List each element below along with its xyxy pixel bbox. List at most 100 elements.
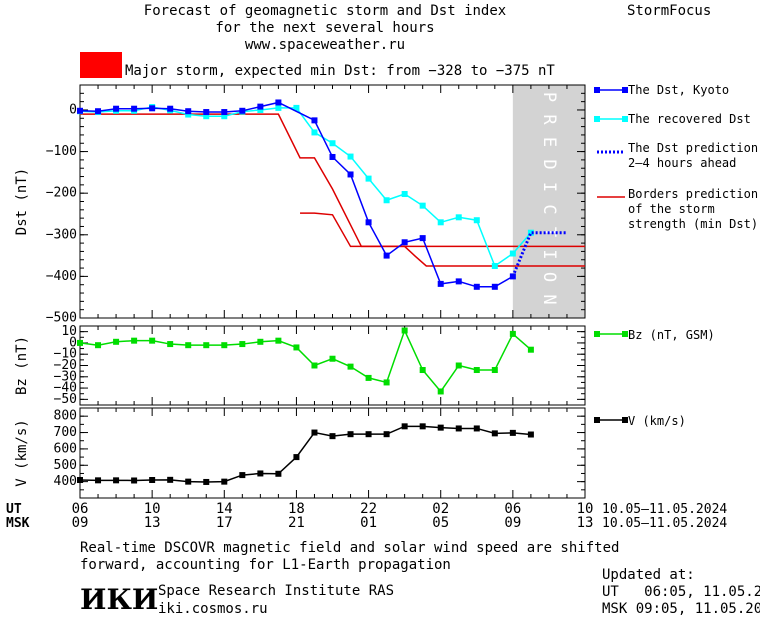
solar-wind-speed-point — [401, 423, 408, 430]
updated-msk: MSK 09:05, 11.05.2024 — [602, 601, 760, 617]
bz-y-tick-label: −50 — [54, 392, 77, 407]
dst-kyoto-line — [79, 101, 514, 288]
bz-point — [311, 362, 318, 369]
bz-line — [79, 328, 532, 393]
recovered-dst-point — [347, 153, 354, 160]
bz-point — [275, 337, 282, 344]
msk-tick-label: 09 — [504, 515, 521, 531]
recovered-legend-marker — [622, 116, 628, 122]
ut-tick-label: 18 — [288, 501, 305, 517]
institute-site[interactable]: iki.cosmos.ru — [158, 601, 268, 617]
bz-point — [527, 346, 534, 353]
v-legend-marker — [594, 417, 600, 423]
recovered-dst-point — [419, 202, 426, 209]
solar-wind-speed-point — [275, 470, 282, 477]
v-y-tick-label: 700 — [54, 425, 77, 440]
bz-y-tick-label: 10 — [61, 324, 77, 339]
dst-y-tick-label: −500 — [46, 311, 77, 326]
dst-kyoto-point — [419, 235, 426, 242]
prediction-label-letter: I — [539, 249, 559, 259]
bz-point — [491, 367, 498, 374]
prediction-label-letter: P — [539, 92, 559, 102]
solar-wind-speed-line — [79, 425, 531, 483]
bz-point — [131, 337, 138, 344]
prediction-label-letter: N — [539, 294, 559, 304]
dst-kyoto-legend-marker — [594, 87, 600, 93]
solar-wind-speed-point — [455, 425, 462, 432]
ut-tick-label: 06 — [504, 501, 521, 517]
msk-tick-label: 13 — [577, 515, 594, 531]
bz-point — [203, 342, 210, 349]
legend-prediction: The Dst prediction — [628, 141, 758, 155]
recovered-dst-point — [473, 217, 480, 224]
bz-y-tick-label: −20 — [54, 358, 77, 373]
prediction-label-letter: O — [539, 272, 559, 282]
dst-kyoto-point — [167, 105, 174, 112]
recovered-dst-point — [257, 106, 264, 113]
ut-tick-label: 06 — [72, 501, 89, 517]
msk-axis-label: MSK — [6, 516, 30, 531]
bz-point — [221, 342, 228, 349]
msk-tick-label: 21 — [288, 515, 305, 531]
bz-point — [473, 367, 480, 374]
recovered-dst-point — [437, 219, 444, 226]
solar-wind-speed-point — [311, 429, 318, 436]
bz-y-tick-label: −40 — [54, 381, 77, 396]
recovered-dst-point — [329, 140, 336, 147]
dst-kyoto-point — [95, 108, 102, 115]
dst-kyoto-point — [149, 105, 156, 112]
solar-wind-speed-point — [221, 478, 228, 485]
dst-y-tick-label: −100 — [46, 144, 77, 159]
prediction-label-letter: D — [539, 159, 559, 169]
chart-title-line-1: Forecast of geomagnetic storm and Dst in… — [143, 3, 507, 19]
recovered-dst-point — [401, 191, 408, 198]
footer-note-line-1: Real-time DSCOVR magnetic field and sola… — [80, 540, 620, 556]
chart-title-line-2: for the next several hours — [215, 20, 435, 36]
ut-tick-label: 10 — [577, 501, 594, 517]
dst-kyoto-point — [185, 108, 192, 115]
recovered-dst-point — [365, 175, 372, 182]
bz-point — [149, 337, 156, 344]
legend-borders: of the storm — [628, 202, 715, 216]
recovered-dst-point — [455, 214, 462, 221]
recovered-dst-line — [79, 106, 532, 268]
legend-borders: strength (min Dst) — [628, 217, 758, 231]
prediction-label-letter: I — [539, 182, 559, 192]
bz-point — [113, 338, 120, 345]
legend-dst-kyoto: The Dst, Kyoto — [628, 83, 729, 97]
solar-wind-speed-point — [491, 430, 498, 437]
legend-prediction: 2–4 hours ahead — [628, 156, 736, 170]
dst-kyoto-point — [131, 105, 138, 112]
dst-y-tick-label: −300 — [46, 227, 77, 242]
iki-logo: ИКИ — [80, 583, 159, 616]
ut-tick-label: 10 — [144, 501, 161, 517]
dst-kyoto-point — [203, 109, 210, 116]
institute-name: Space Research Institute RAS — [158, 583, 395, 599]
bz-point — [455, 362, 462, 369]
solar-wind-speed-point — [95, 477, 102, 484]
solar-wind-speed-point — [149, 477, 156, 483]
dst-kyoto-point — [77, 107, 83, 114]
updated-label: Updated at: — [602, 567, 695, 583]
solar-wind-speed-point — [329, 433, 336, 440]
bz-point — [401, 327, 408, 334]
solar-wind-speed-point — [239, 472, 246, 479]
bz-point — [77, 339, 83, 346]
recovered-dst-point — [491, 262, 498, 269]
solar-wind-speed-point — [347, 431, 354, 438]
prediction-label-letter: E — [539, 137, 559, 147]
bz-point — [365, 374, 372, 381]
dst-kyoto-point — [473, 283, 480, 290]
dst-kyoto-point — [311, 117, 318, 124]
ut-tick-label: 14 — [216, 501, 233, 517]
dst-kyoto-point — [491, 283, 498, 290]
recovered-dst-point — [527, 229, 534, 236]
solar-wind-speed-point — [77, 477, 83, 483]
ut-axis-label: UT — [6, 502, 22, 517]
bz-point — [185, 342, 192, 349]
recovered-dst-point — [311, 129, 318, 136]
legend-recovered: The recovered Dst — [628, 112, 751, 126]
recovered-dst-point — [293, 104, 300, 111]
bz-point — [293, 344, 300, 351]
